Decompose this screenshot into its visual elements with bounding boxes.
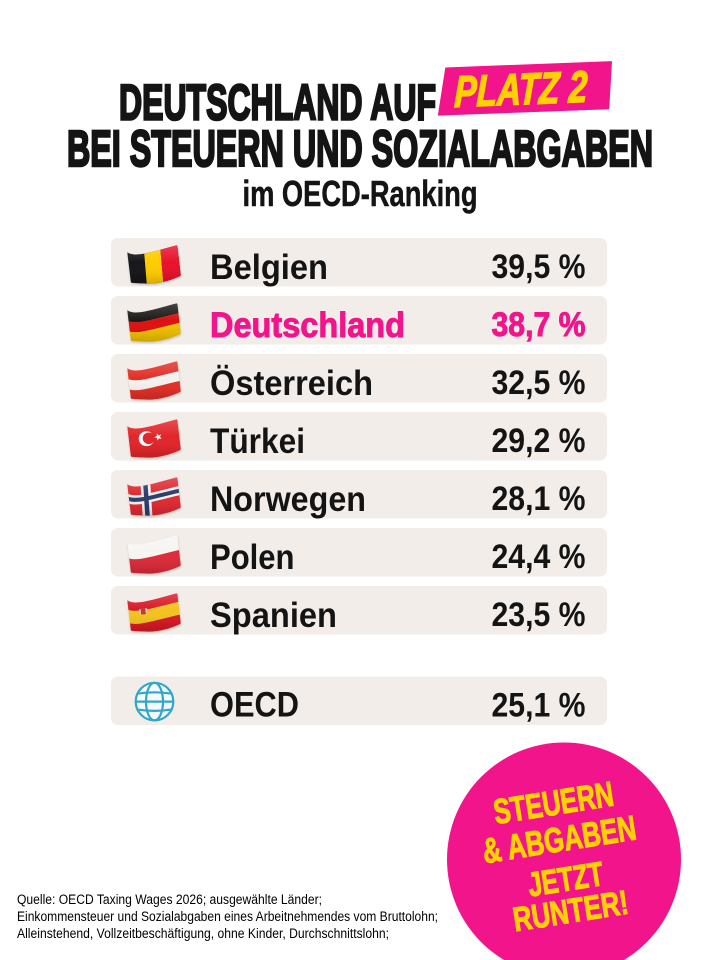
svg-text:BEI STEUERN UND SOZIALABGABEN: BEI STEUERN UND SOZIALABGABEN [67, 120, 653, 177]
svg-text:Türkei: Türkei [210, 422, 305, 461]
svg-text:Österreich: Österreich [210, 364, 373, 403]
svg-text:32,5 %: 32,5 % [492, 364, 586, 402]
svg-text:Norwegen: Norwegen [210, 480, 366, 519]
svg-text:Alleinstehend, Vollzeitbeschäf: Alleinstehend, Vollzeitbeschäftigung, oh… [17, 926, 389, 941]
svg-text:Polen: Polen [210, 538, 295, 577]
svg-text:Spanien: Spanien [210, 596, 337, 635]
svg-text:39,5 %: 39,5 % [492, 248, 586, 286]
svg-text:OECD: OECD [210, 686, 299, 725]
svg-text:DEUTSCHLAND AUF: DEUTSCHLAND AUF [119, 75, 436, 131]
svg-text:28,1 %: 28,1 % [492, 480, 586, 518]
svg-text:23,5 %: 23,5 % [492, 596, 586, 634]
svg-text:38,7 %: 38,7 % [492, 306, 586, 344]
svg-text:PLATZ 2: PLATZ 2 [454, 63, 588, 118]
svg-text:Belgien: Belgien [210, 248, 328, 287]
svg-text:Einkommensteuer und Sozialabga: Einkommensteuer und Sozialabgaben eines … [17, 909, 438, 924]
svg-text:Quelle: OECD Taxing Wages 2026: Quelle: OECD Taxing Wages 2026; ausgewäh… [17, 892, 322, 907]
svg-text:25,1 %: 25,1 % [492, 686, 586, 724]
svg-text:Deutschland: Deutschland [210, 306, 405, 345]
svg-text:im OECD-Ranking: im OECD-Ranking [243, 173, 478, 214]
svg-text:29,2 %: 29,2 % [492, 422, 586, 460]
svg-text:24,4 %: 24,4 % [492, 538, 586, 576]
